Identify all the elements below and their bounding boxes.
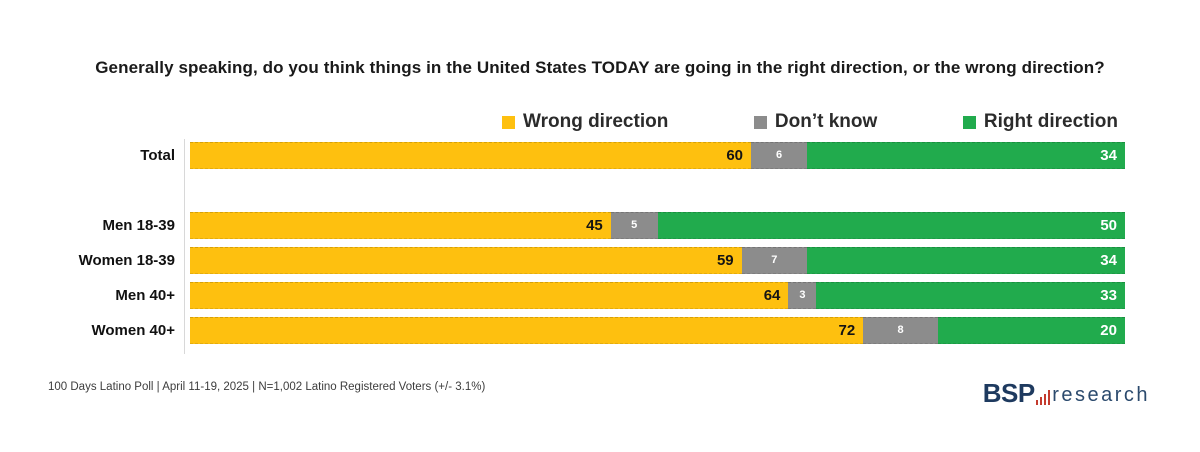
- bar-value-label: 72: [838, 322, 856, 339]
- legend-label: Don’t know: [774, 111, 878, 132]
- bar-segment-right-direction: 50: [657, 212, 1125, 239]
- bar-row: 45 5 50: [190, 212, 1125, 239]
- bar-segment-wrong-direction: 59: [190, 247, 742, 274]
- bar-value-label: 34: [1100, 147, 1117, 164]
- bar-segment-right-direction: 34: [807, 142, 1125, 169]
- category-label: Men 40+: [115, 287, 175, 304]
- bar-segment-wrong-direction: 64: [190, 282, 789, 309]
- bar-segment-wrong-direction: 60: [190, 142, 751, 169]
- legend-item-wrong-direction: Wrong direction: [502, 111, 668, 133]
- bar-row: 60 6 34: [190, 142, 1125, 169]
- bar-value-label: 5: [631, 219, 638, 231]
- bar-segment-dont-know: 7: [741, 247, 808, 274]
- category-label: Total: [140, 147, 175, 164]
- bar-value-label: 60: [726, 147, 743, 164]
- bar-segment-dont-know: 6: [751, 142, 808, 169]
- bar-value-label: 6: [775, 149, 783, 161]
- bar-segment-dont-know: 8: [863, 317, 938, 344]
- bar-row: 59 7 34: [190, 247, 1125, 274]
- bar-segment-dont-know: 5: [610, 212, 658, 239]
- legend-swatch-right-direction: [962, 115, 976, 129]
- bar-value-label: 50: [1100, 217, 1117, 234]
- bar-segment-right-direction: 34: [807, 247, 1125, 274]
- category-label: Women 18-39: [78, 252, 175, 269]
- bar-value-label: 59: [716, 252, 734, 269]
- bar-value-label: 3: [799, 289, 806, 301]
- chart-legend: Wrong direction Don’t know Right directi…: [502, 111, 1118, 133]
- bar-value-label: 8: [897, 324, 904, 336]
- source-note: 100 Days Latino Poll | April 11-19, 2025…: [48, 381, 486, 393]
- legend-label: Right direction: [983, 111, 1118, 132]
- bar-value-label: 33: [1100, 287, 1117, 304]
- bar-segment-wrong-direction: 45: [190, 212, 611, 239]
- legend-swatch-wrong-direction: [502, 115, 515, 129]
- category-label: Men 18-39: [102, 217, 175, 234]
- logo-bold-text: BSP: [982, 378, 1035, 408]
- legend-label: Wrong direction: [523, 111, 669, 132]
- bar-row: 64 3 33: [190, 282, 1125, 309]
- legend-swatch-dont-know: [753, 115, 767, 129]
- bar-segment-wrong-direction: 72: [190, 317, 864, 344]
- bar-segment-right-direction: 20: [937, 317, 1125, 344]
- y-axis-line: [184, 139, 185, 354]
- bar-row: 72 8 20: [190, 317, 1125, 344]
- bar-value-label: 45: [586, 217, 603, 234]
- bar-value-label: 7: [771, 254, 778, 266]
- bsp-research-logo: BSP research: [983, 376, 1150, 406]
- bar-segment-dont-know: 3: [788, 282, 817, 309]
- bar-value-label: 34: [1100, 252, 1117, 269]
- logo-light-text: research: [1052, 384, 1150, 406]
- bar-value-label: 64: [763, 287, 781, 304]
- bar-value-label: 20: [1100, 322, 1117, 339]
- bar-segment-right-direction: 33: [816, 282, 1125, 309]
- chart-title: Generally speaking, do you think things …: [95, 58, 1105, 77]
- legend-item-right-direction: Right direction: [962, 111, 1118, 133]
- bar-chart-icon: [1035, 390, 1051, 405]
- category-label: Women 40+: [91, 322, 175, 339]
- legend-item-dont-know: Don’t know: [753, 111, 878, 133]
